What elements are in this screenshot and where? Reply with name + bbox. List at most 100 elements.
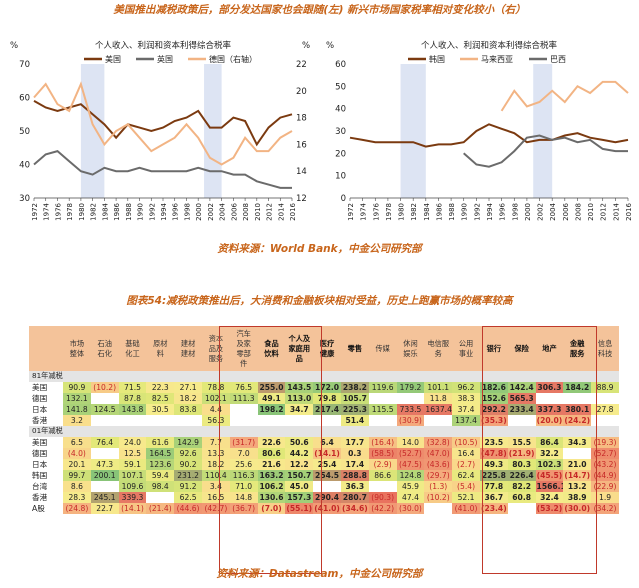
table-cell: 231.2 [174, 469, 202, 481]
performance-table: 市场 整体 石油 石化 基础 化工 原材料建材 建材 资本 品及 服务 汽车 及家 零部件食品 饮料 个人及家… [29, 326, 619, 514]
column-header: 食品 饮料 [257, 326, 286, 371]
x-tick-label: 1980 [78, 203, 86, 221]
table-cell: (52.7) [591, 447, 619, 459]
table-cell: 1566.1 [535, 480, 564, 492]
table-cell [563, 392, 592, 404]
column-header: 银行 [479, 326, 508, 371]
column-header: 传媒 [368, 326, 397, 371]
y-right-tick: 20 [296, 87, 307, 97]
table-cell: 565.3 [507, 392, 536, 404]
table-cell: 119.6 [368, 381, 397, 393]
table-cell: 50.6 [285, 436, 314, 448]
table-cell: (30.0) [396, 502, 425, 514]
table-cell: 49.1 [257, 392, 286, 404]
table-cell: 21.0 [563, 458, 592, 470]
table-cell: 12.5 [118, 447, 147, 459]
table-cell: 61.6 [146, 436, 175, 448]
table-cell: 86.6 [368, 469, 397, 481]
y-left-tick: 60 [19, 94, 30, 104]
table-cell: 71.5 [118, 381, 147, 393]
table-cell: 59.4 [146, 469, 175, 481]
table-cell: 16.4 [452, 447, 480, 459]
table-cell: (20.0) [535, 414, 564, 426]
y-left-tick: 60 [335, 60, 346, 70]
table-cell [396, 392, 425, 404]
y-right-tick: 12 [296, 194, 307, 204]
table-cell: 21.6 [257, 458, 286, 470]
table-cell: (10.5) [452, 436, 480, 448]
table-cell: 82.2 [507, 480, 536, 492]
x-tick-label: 1986 [113, 202, 121, 220]
table-cell: (2.9) [368, 458, 397, 470]
y-left-unit: % [326, 41, 334, 51]
table-cell: 96.2 [452, 381, 480, 393]
table-cell: 45.9 [396, 480, 425, 492]
y-right-tick: 18 [296, 114, 307, 124]
series-line-2 [463, 134, 628, 168]
x-tick-label: 2002 [207, 203, 215, 221]
recession-shade-0 [400, 64, 426, 198]
table-cell: 292.2 [479, 403, 508, 415]
table-cell: 23.5 [479, 436, 508, 448]
table-cell: 62.5 [174, 491, 202, 503]
table-cell: 34.7 [285, 403, 314, 415]
x-tick-label: 1974 [360, 202, 368, 220]
table-cell: 14.0 [396, 436, 425, 448]
table-cell: 25.4 [313, 458, 341, 470]
table-cell: (31.7) [229, 436, 258, 448]
x-tick-label: 1982 [90, 203, 98, 221]
table-cell: 59.1 [118, 458, 147, 470]
x-tick-label: 2008 [242, 203, 250, 221]
table-cell: 7.7 [201, 436, 230, 448]
table-body: 81年减税 美国 90.9 (10.2) 71.5 22.3 27.1 78.8 76.5 255… [29, 371, 619, 514]
table-cell: 16.5 [201, 491, 230, 503]
table-cell: 14.8 [229, 491, 258, 503]
table-cell: 337.3 [535, 403, 564, 415]
table-cell: (30.0) [563, 502, 592, 514]
table-cell [368, 392, 397, 404]
x-tick-label: 1982 [410, 203, 418, 221]
table-cell: 142.4 [507, 381, 536, 393]
column-header: 建材 建材 [174, 326, 202, 371]
column-header: 信息 科技 [591, 326, 619, 371]
table-cell: 380.1 [563, 403, 592, 415]
x-tick-label: 1976 [54, 202, 62, 220]
table-cell: (90.3) [368, 491, 397, 503]
table-cell: (43.2) [591, 458, 619, 470]
table-cell: 36.3 [340, 480, 369, 492]
row-label: 德国 [29, 447, 63, 459]
table-cell: (10.2) [90, 381, 119, 393]
table-cell: 7.0 [229, 447, 258, 459]
x-tick-label: 1988 [125, 203, 133, 221]
table-cell: 733.5 [396, 403, 425, 415]
table-cell: (23.4) [479, 502, 508, 514]
table-cell: 49.3 [479, 458, 508, 470]
table-cell: 30.5 [146, 403, 175, 415]
table-cell: 25.6 [229, 458, 258, 470]
table-row: 日本 20.1 47.3 59.1 123.6 90.2 18.2 25.6 21.6 12.2 2… [29, 458, 619, 470]
table-row: 德国 132.1 87.8 82.5 18.2 102.1 111.3 49.1 113.0 79… [29, 392, 619, 404]
table-cell [90, 447, 119, 459]
x-tick-label: 1988 [448, 203, 456, 221]
table-cell: 306.3 [535, 381, 564, 393]
x-tick-label: 1980 [398, 203, 406, 221]
x-tick-label: 2014 [612, 202, 620, 220]
table-cell: 22.6 [257, 436, 286, 448]
table-cell: 116.3 [229, 469, 258, 481]
table-cell: 11.8 [424, 392, 453, 404]
corner-header [29, 326, 63, 371]
table-cell: 80.3 [507, 458, 536, 470]
table-cell [368, 480, 397, 492]
row-label: 日本 [29, 458, 63, 470]
table-cell: 3.4 [201, 480, 230, 492]
y-right-tick: 16 [296, 140, 307, 150]
table-cell: 15.5 [507, 436, 536, 448]
table-row: 美国 6.5 76.4 24.0 61.6 142.9 7.7 (31.7) 22.6 50.6 6… [29, 436, 619, 448]
chart-title: 个人收入、利润和资本利得综合税率 [95, 40, 232, 51]
x-tick-label: 2004 [219, 202, 227, 220]
table-cell: 184.2 [563, 381, 592, 393]
chart-left-svg: 个人收入、利润和资本利得综合税率% %7060504030222018161412… [10, 40, 310, 221]
x-tick-label: 2012 [266, 203, 274, 221]
table-cell: 90.9 [63, 381, 91, 393]
table-cell: (14.1) [313, 447, 341, 459]
